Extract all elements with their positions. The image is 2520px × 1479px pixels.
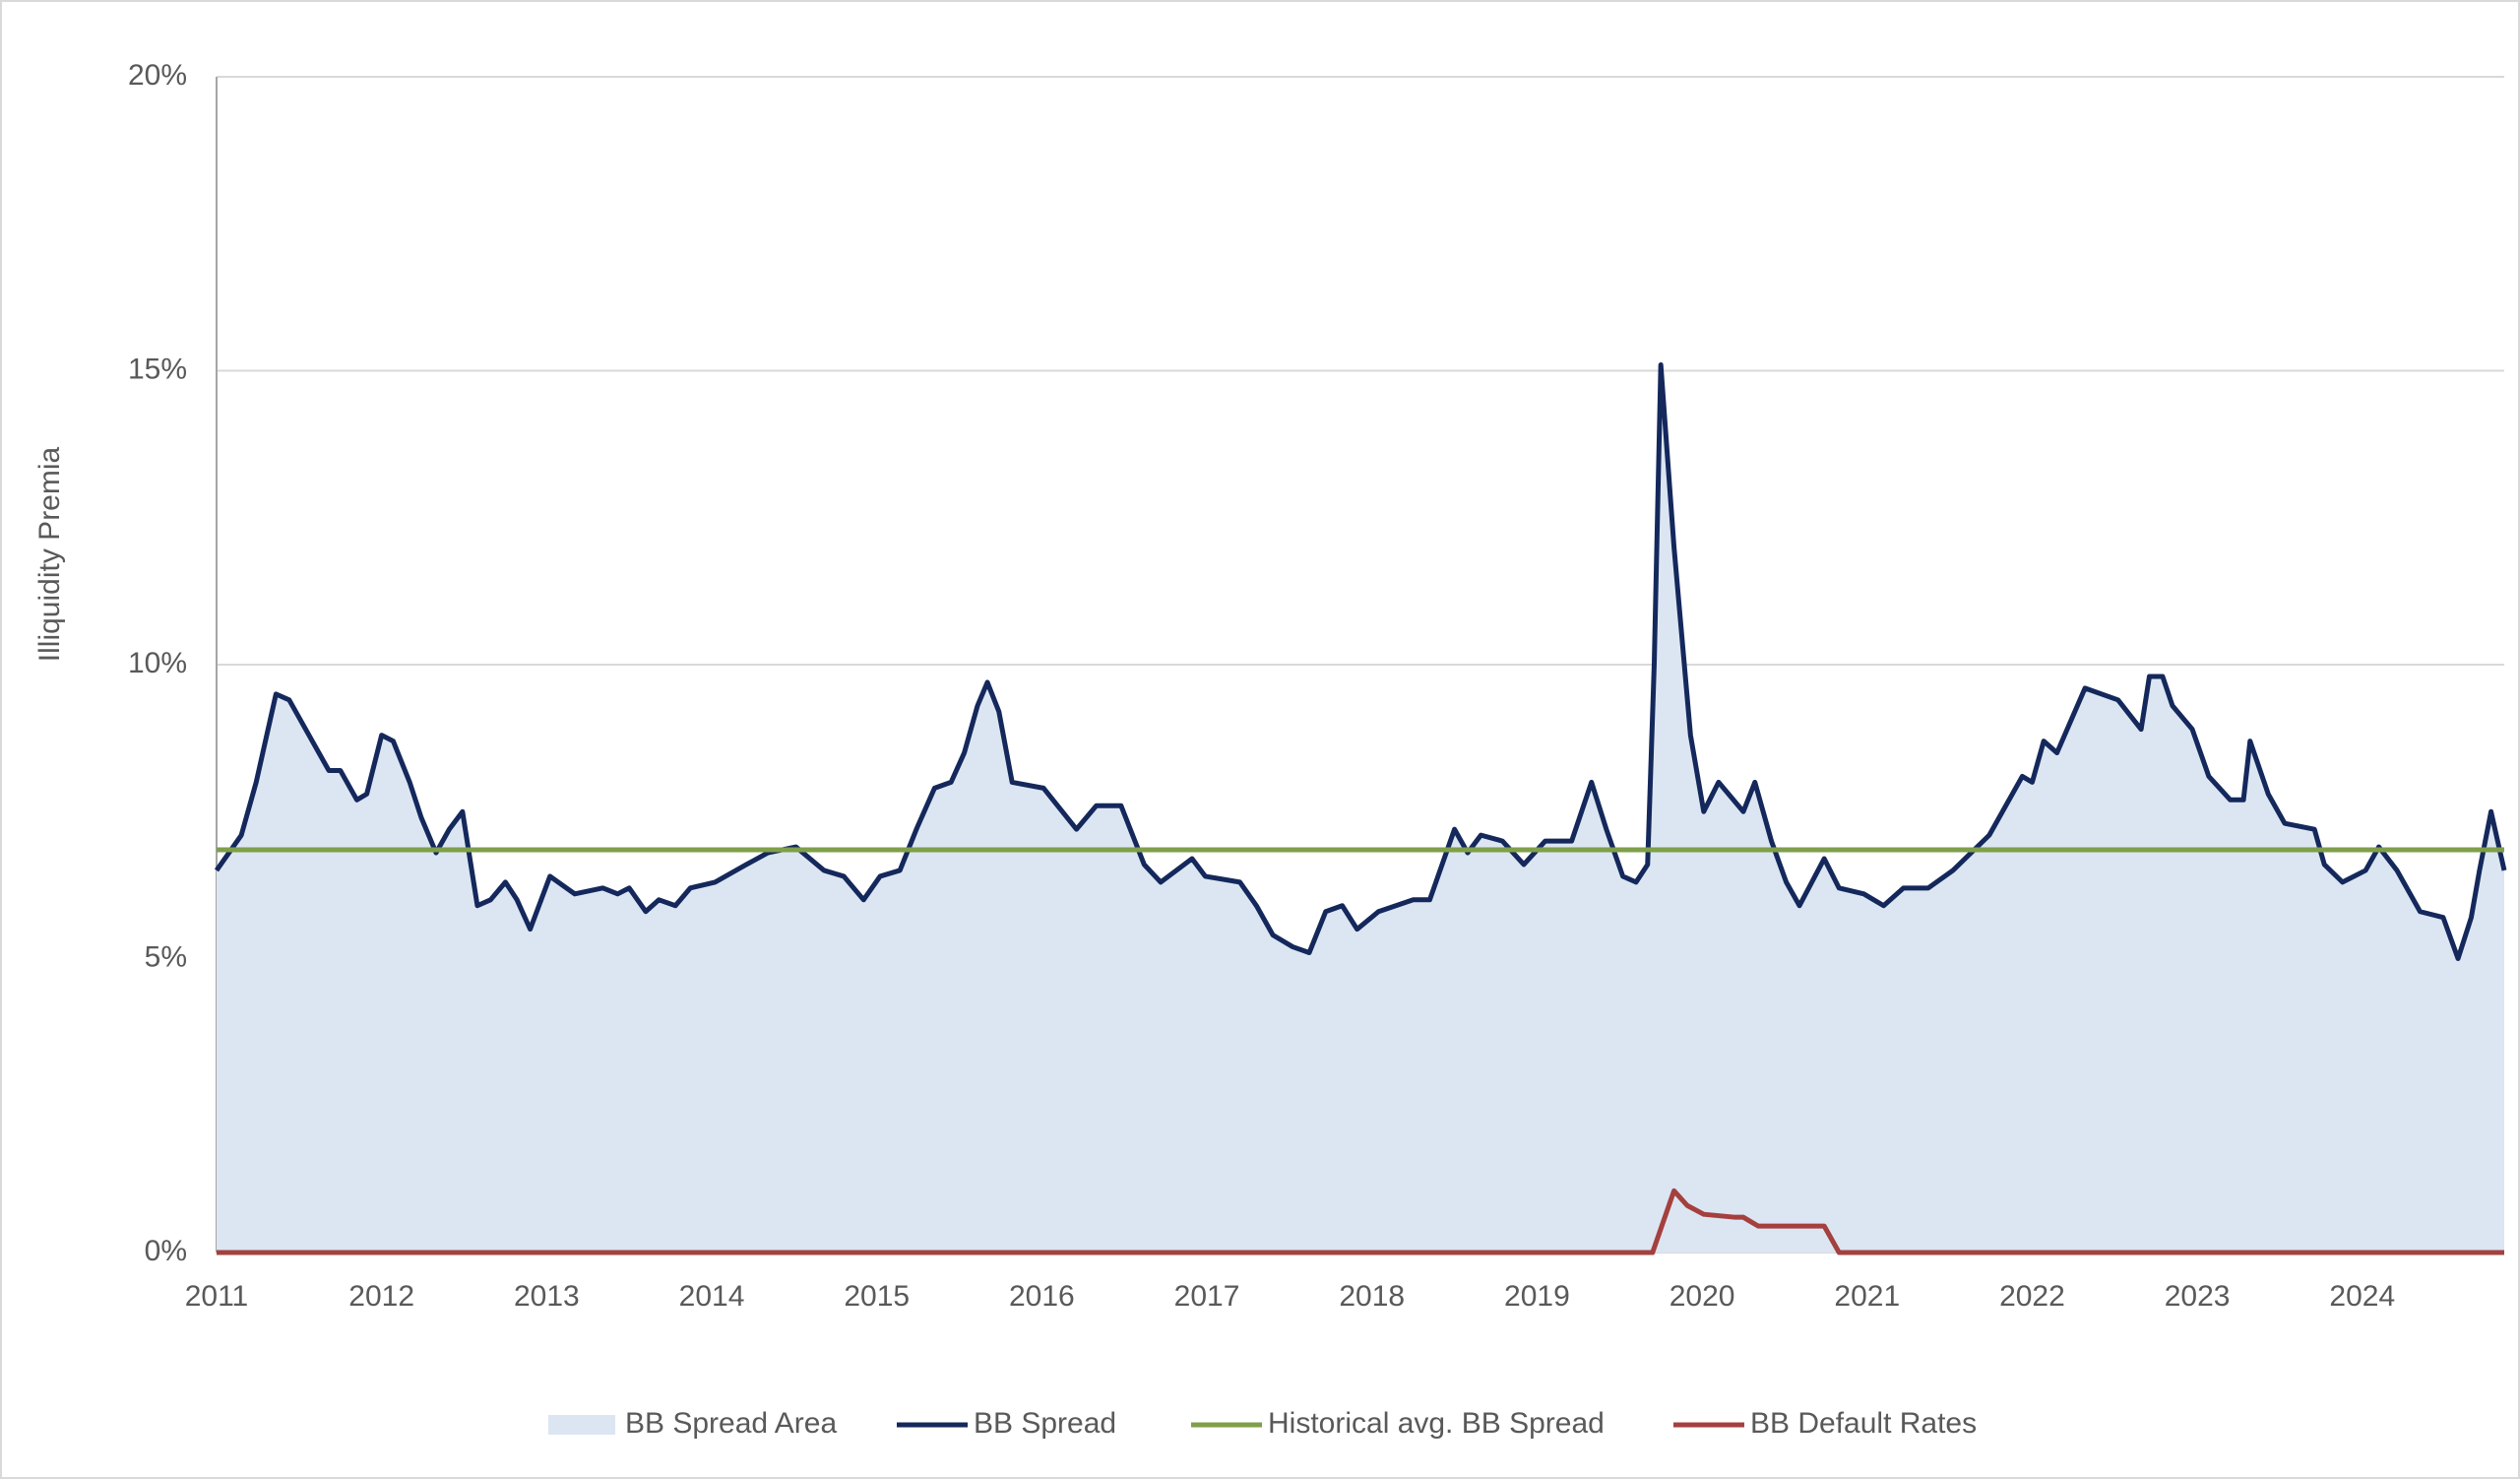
x-tick-label: 2011 (185, 1280, 249, 1313)
x-tick-label: 2014 (679, 1280, 745, 1313)
x-tick-label: 2023 (2165, 1280, 2231, 1313)
y-tick-label: 20% (128, 59, 187, 92)
legend-label: BB Spread Area (625, 1407, 837, 1440)
x-tick-label: 2022 (1999, 1280, 2065, 1313)
line (214, 362, 2507, 961)
legend-label: BB Default Rates (1750, 1407, 1977, 1440)
x-tick-label: 2013 (514, 1280, 580, 1313)
x-tick-label: 2015 (844, 1280, 910, 1313)
y-tick-label: 0% (145, 1235, 187, 1267)
legend-label: Historical avg. BB Spread (1268, 1407, 1605, 1440)
x-tick-label: 2024 (2329, 1280, 2395, 1313)
area (217, 364, 2504, 1253)
line (217, 1188, 2504, 1255)
y-tick-label: 15% (128, 353, 187, 385)
x-tick-label: 2019 (1504, 1280, 1570, 1313)
x-tick-label: 2017 (1174, 1280, 1240, 1313)
y-tick-label: 5% (145, 940, 187, 973)
x-tick-label: 2018 (1339, 1280, 1405, 1313)
x-tick-label: 2016 (1009, 1280, 1075, 1313)
legend-swatch (548, 1415, 615, 1435)
x-tick-label: 2021 (1834, 1280, 1900, 1313)
x-tick-label: 2012 (348, 1280, 414, 1313)
x-tick-label: 2020 (1670, 1280, 1735, 1313)
legend-label: BB Spread (974, 1407, 1116, 1440)
y-tick-label: 10% (128, 647, 187, 679)
y-axis-title: Illiquidity Premia (33, 446, 66, 662)
